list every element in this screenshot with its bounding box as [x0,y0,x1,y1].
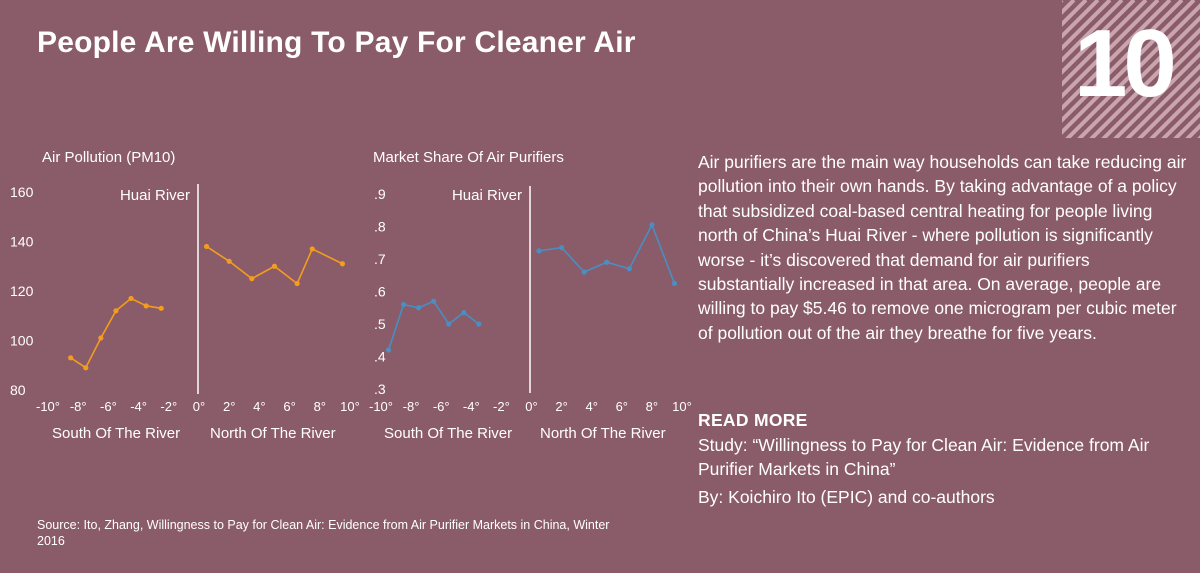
data-point [385,347,392,353]
x-tick-label: -2° [160,399,177,414]
data-point [271,263,278,269]
x-tick-label: -4° [463,399,480,414]
x-tick-label: 6° [283,399,295,414]
read-more-heading[interactable]: READ MORE [698,410,808,430]
data-point [649,222,655,228]
x-tick-label: 6° [616,399,628,414]
x-tick-label: -10° [36,399,60,414]
x-tick-label: -2° [493,399,510,414]
x-tick-label: -6° [100,399,117,414]
data-point [339,261,346,267]
x-tick-label: -10° [369,399,393,414]
y-tick-label: .4 [374,349,386,365]
page-title: People Are Willing To Pay For Cleaner Ai… [37,26,636,59]
y-tick-label: .5 [374,316,386,332]
data-point [431,298,437,304]
data-point [400,301,407,308]
x-tick-label: 8° [646,399,658,414]
region-label-south: South Of The River [384,425,512,442]
purifier-market-share-chart: Market Share Of Air Purifiers .3 .4 .5 .6 .7.… [369,149,692,442]
region-label-south: South Of The River [52,425,180,442]
y-tick-label: 160 [10,184,34,200]
hatch-pattern-icon [1062,0,1200,138]
x-tick-label: -8° [403,399,420,414]
y-tick-label: 100 [10,333,34,349]
y-tick-label: 140 [10,234,34,250]
region-label-north: North Of The River [540,425,666,442]
data-point [203,243,210,250]
data-point [604,259,610,265]
x-tick-label: 2° [223,399,235,414]
data-point [671,280,678,286]
x-tick-label: 4° [585,399,597,414]
data-point [143,303,149,309]
y-tick-label: 80 [10,382,26,398]
series-line [538,222,676,284]
data-point [98,335,104,341]
x-tick-label: 0° [193,399,205,414]
data-point [461,310,467,316]
x-tick-label: 10° [340,399,360,414]
source-note: Source: Ito, Zhang, Willingness to Pay f… [37,518,610,548]
x-tick-label: 0° [525,399,537,414]
data-point [446,321,452,327]
data-point [226,258,232,264]
data-point [113,308,119,314]
hatched-badge [1062,0,1200,138]
region-label-north: North Of The River [210,425,336,442]
data-point [581,269,587,275]
x-tick-label: 8° [314,399,326,414]
air-pollution-chart: Air Pollution (PM10) 80 100 120 140 160 -10° -8… [10,149,360,442]
y-tick-label: .7 [374,251,386,267]
data-point [83,365,89,371]
chart-title: Air Pollution (PM10) [42,149,175,166]
x-tick-label: 2° [555,399,567,414]
data-point [128,295,134,302]
byline: By: Koichiro Ito (EPIC) and co-authors [698,487,995,507]
chart-title: Market Share Of Air Purifiers [373,149,564,166]
data-point [476,321,482,327]
y-tick-label: .6 [374,284,386,300]
data-point [158,305,164,311]
series-line [387,300,480,351]
x-tick-label: -6° [433,399,450,414]
x-tick-label: 10° [672,399,692,414]
x-tick-label: -8° [70,399,87,414]
y-tick-label: .3 [374,381,386,397]
charts-canvas: Air Pollution (PM10) 80 100 120 140 160 -10° -8… [10,149,692,442]
y-tick-label: .9 [374,186,386,202]
data-point [68,355,74,361]
data-point [309,246,315,252]
data-point [536,248,542,254]
body-text: Air purifiers are the main way household… [698,152,1187,343]
x-tick-label: -4° [130,399,147,414]
divider-label: Huai River [120,187,190,204]
study-citation: Study: “Willingness to Pay for Clean Air… [698,435,1150,479]
divider-label: Huai River [452,187,522,204]
data-point [294,280,300,287]
data-point [559,245,565,251]
y-tick-label: 120 [10,283,34,299]
data-point [249,276,255,282]
data-point [626,266,632,272]
y-tick-label: .8 [374,219,386,235]
data-point [416,305,422,311]
x-tick-label: 4° [253,399,265,414]
badge-number: 10 [1074,10,1177,117]
